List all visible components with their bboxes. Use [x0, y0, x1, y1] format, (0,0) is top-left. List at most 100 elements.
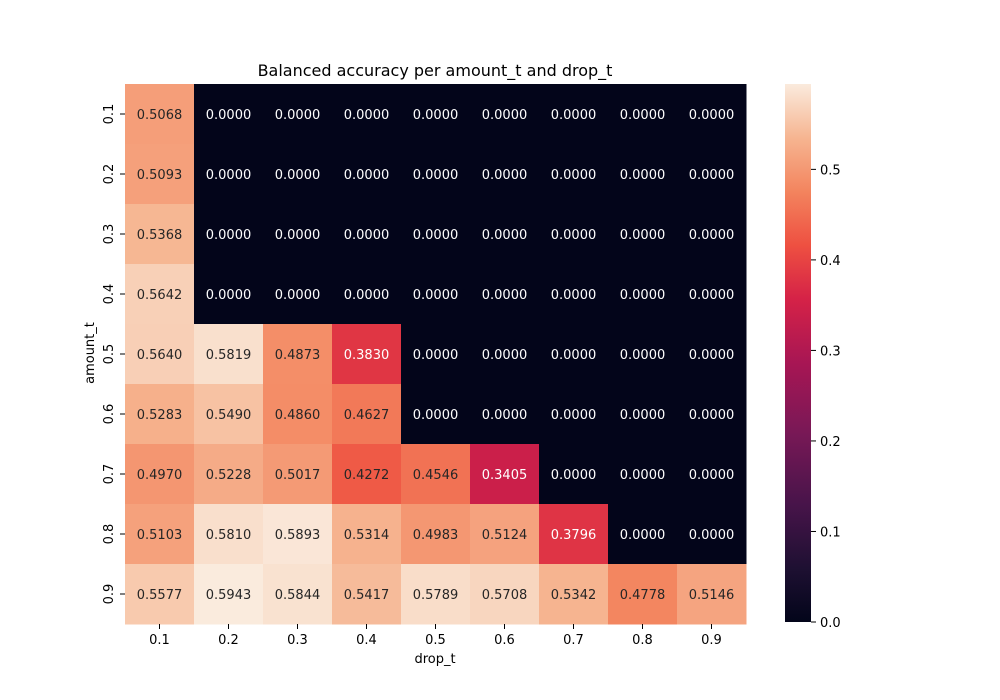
heatmap-cell: [608, 144, 678, 205]
colorbar-tick-label: 0.1: [820, 525, 841, 540]
heatmap-cell: [263, 564, 333, 625]
cell-value-label: 0.5124: [482, 528, 528, 543]
cell-value-label: 0.4627: [344, 408, 390, 423]
heatmap-cell: [332, 564, 402, 625]
heatmap-cell: [194, 84, 264, 145]
heatmap-cell: [401, 564, 471, 625]
heatmap-cell: [125, 84, 195, 145]
cell-value-label: 0.0000: [413, 408, 459, 423]
heatmap-cell: [608, 264, 678, 325]
cell-value-label: 0.0000: [275, 168, 321, 183]
cell-value-label: 0.0000: [275, 228, 321, 243]
cell-value-label: 0.4983: [413, 528, 459, 543]
colorbar-tick-label: 0.4: [820, 254, 841, 269]
heatmap-cell: [470, 444, 540, 505]
y-tick-label: 0.2: [102, 164, 117, 185]
heatmap-cell: [470, 504, 540, 565]
cell-value-label: 0.0000: [344, 108, 390, 123]
x-tick-label: 0.9: [701, 633, 722, 648]
cell-value-label: 0.5642: [137, 288, 183, 303]
heatmap-cell: [263, 264, 333, 325]
y-tick-label: 0.3: [102, 224, 117, 245]
heatmap-cell: [263, 84, 333, 145]
cell-value-label: 0.5093: [137, 168, 183, 183]
heatmap-cell: [401, 204, 471, 265]
heatmap-cell: [194, 504, 264, 565]
cell-value-label: 0.0000: [551, 348, 597, 363]
cell-value-label: 0.4873: [275, 348, 321, 363]
y-tick-label: 0.8: [102, 524, 117, 545]
heatmap-cell: [677, 504, 747, 565]
heatmap-cell: [608, 384, 678, 445]
heatmap-cell: [125, 564, 195, 625]
y-tick-label: 0.5: [102, 344, 117, 365]
cell-value-label: 0.4778: [620, 588, 666, 603]
cell-value-label: 0.4860: [275, 408, 321, 423]
cell-value-label: 0.0000: [689, 108, 735, 123]
heatmap-cell: [608, 204, 678, 265]
heatmap-cell: [332, 504, 402, 565]
cell-value-label: 0.0000: [413, 228, 459, 243]
colorbar-tick-label: 0.0: [820, 616, 841, 631]
cell-value-label: 0.4546: [413, 468, 459, 483]
heatmap-cell: [470, 564, 540, 625]
heatmap-cell: [125, 444, 195, 505]
cell-value-label: 0.0000: [413, 348, 459, 363]
heatmap-cell: [125, 144, 195, 205]
cell-value-label: 0.0000: [206, 288, 252, 303]
heatmap-cell: [194, 384, 264, 445]
cell-value-label: 0.0000: [413, 168, 459, 183]
x-axis-label: drop_t: [414, 652, 455, 667]
heatmap-cell: [539, 84, 609, 145]
cell-value-label: 0.0000: [551, 168, 597, 183]
heatmap-cell: [194, 264, 264, 325]
heatmap-cell: [401, 84, 471, 145]
x-tick-label: 0.5: [425, 633, 446, 648]
cell-value-label: 0.5640: [137, 348, 183, 363]
y-tick-label: 0.7: [102, 464, 117, 485]
cell-value-label: 0.0000: [620, 468, 666, 483]
y-tick-label: 0.6: [102, 404, 117, 425]
cell-value-label: 0.5146: [689, 588, 735, 603]
cell-value-label: 0.0000: [413, 288, 459, 303]
x-tick-label: 0.4: [356, 633, 377, 648]
colorbar-tick-label: 0.5: [820, 163, 841, 178]
cell-value-label: 0.0000: [206, 108, 252, 123]
cell-value-label: 0.0000: [620, 348, 666, 363]
colorbar-ticks: 0.0 0.1 0.2 0.3 0.4 0.5: [811, 163, 841, 631]
heatmap-cell: [332, 204, 402, 265]
cell-value-label: 0.0000: [620, 228, 666, 243]
cell-value-label: 0.0000: [206, 168, 252, 183]
heatmap-cell: [125, 264, 195, 325]
cell-value-label: 0.0000: [620, 408, 666, 423]
heatmap-cell: [470, 324, 540, 385]
cell-value-label: 0.0000: [344, 168, 390, 183]
y-axis-ticks: 0.1 0.2 0.3 0.4 0.5 0.6 0.7 0.8 0.9: [102, 104, 125, 605]
cell-value-label: 0.0000: [689, 528, 735, 543]
cell-value-label: 0.0000: [689, 468, 735, 483]
colorbar-tick-label: 0.2: [820, 435, 841, 450]
y-tick-label: 0.9: [102, 584, 117, 605]
heatmap-cell: [470, 264, 540, 325]
x-tick-label: 0.6: [494, 633, 515, 648]
x-tick-label: 0.3: [287, 633, 308, 648]
cell-value-label: 0.0000: [551, 108, 597, 123]
heatmap-cell: [332, 264, 402, 325]
cell-value-label: 0.5789: [413, 588, 459, 603]
heatmap-cell: [401, 144, 471, 205]
cell-value-label: 0.0000: [620, 288, 666, 303]
heatmap-cell: [401, 324, 471, 385]
x-tick-label: 0.2: [218, 633, 239, 648]
cell-value-label: 0.5943: [206, 588, 252, 603]
cell-value-label: 0.3796: [551, 528, 597, 543]
cell-value-label: 0.5417: [344, 588, 390, 603]
heatmap-cell: [263, 144, 333, 205]
x-axis-ticks: 0.1 0.2 0.3 0.4 0.5 0.6 0.7 0.8 0.9: [149, 624, 722, 648]
heatmap-cell: [608, 324, 678, 385]
cell-value-label: 0.5819: [206, 348, 252, 363]
heatmap-cell: [539, 444, 609, 505]
heatmap-cell: [677, 144, 747, 205]
heatmap-cell: [677, 384, 747, 445]
cell-value-label: 0.0000: [551, 228, 597, 243]
heatmap-cell: [263, 504, 333, 565]
